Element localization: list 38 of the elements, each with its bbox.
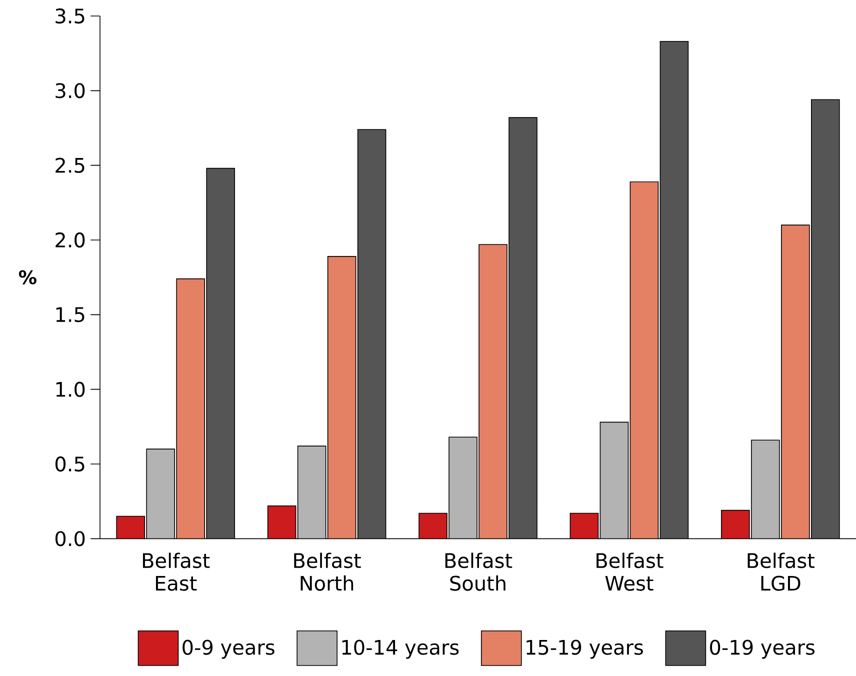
bar [206, 168, 235, 539]
x-tick-label: Belfast East [142, 552, 210, 591]
bar [781, 224, 810, 539]
bar [176, 278, 205, 539]
bar [721, 510, 750, 539]
bar [660, 41, 688, 539]
x-tick-label: Belfast LGD [748, 552, 814, 591]
bar [751, 440, 780, 539]
x-tick-label: Belfast North [294, 552, 361, 591]
y-tick-label: 3.0 [56, 83, 85, 98]
bar [268, 506, 296, 539]
y-tick-label: 2.0 [56, 232, 85, 248]
bar [328, 256, 356, 539]
bar [570, 513, 598, 539]
bar [116, 516, 145, 539]
y-tick-label: 0.5 [55, 456, 84, 472]
bar [419, 513, 447, 539]
y-tick-label: 0.0 [55, 531, 85, 546]
bar [146, 449, 175, 539]
legend-label: 10-14 years [342, 640, 459, 659]
bar [600, 422, 628, 539]
y-tick-label: 1.0 [56, 382, 85, 397]
bar [298, 446, 326, 539]
y-tick-label: 1.5 [56, 307, 84, 322]
x-tick-label: Belfast West [596, 552, 664, 591]
bar [811, 99, 840, 539]
y-tick-label: 3.5 [56, 8, 84, 24]
y-tick-label: 2.5 [56, 158, 84, 173]
legend-label: 15-19 years [526, 640, 643, 659]
bar [358, 129, 386, 539]
bar [449, 437, 477, 539]
bar [509, 118, 537, 539]
legend-label: 0-19 years [710, 640, 814, 659]
x-tick-label: Belfast South [445, 552, 512, 591]
legend-label: 0-9 years [182, 640, 274, 659]
y-axis-title: % [18, 270, 36, 284]
bar [479, 244, 507, 539]
bar [630, 182, 658, 539]
